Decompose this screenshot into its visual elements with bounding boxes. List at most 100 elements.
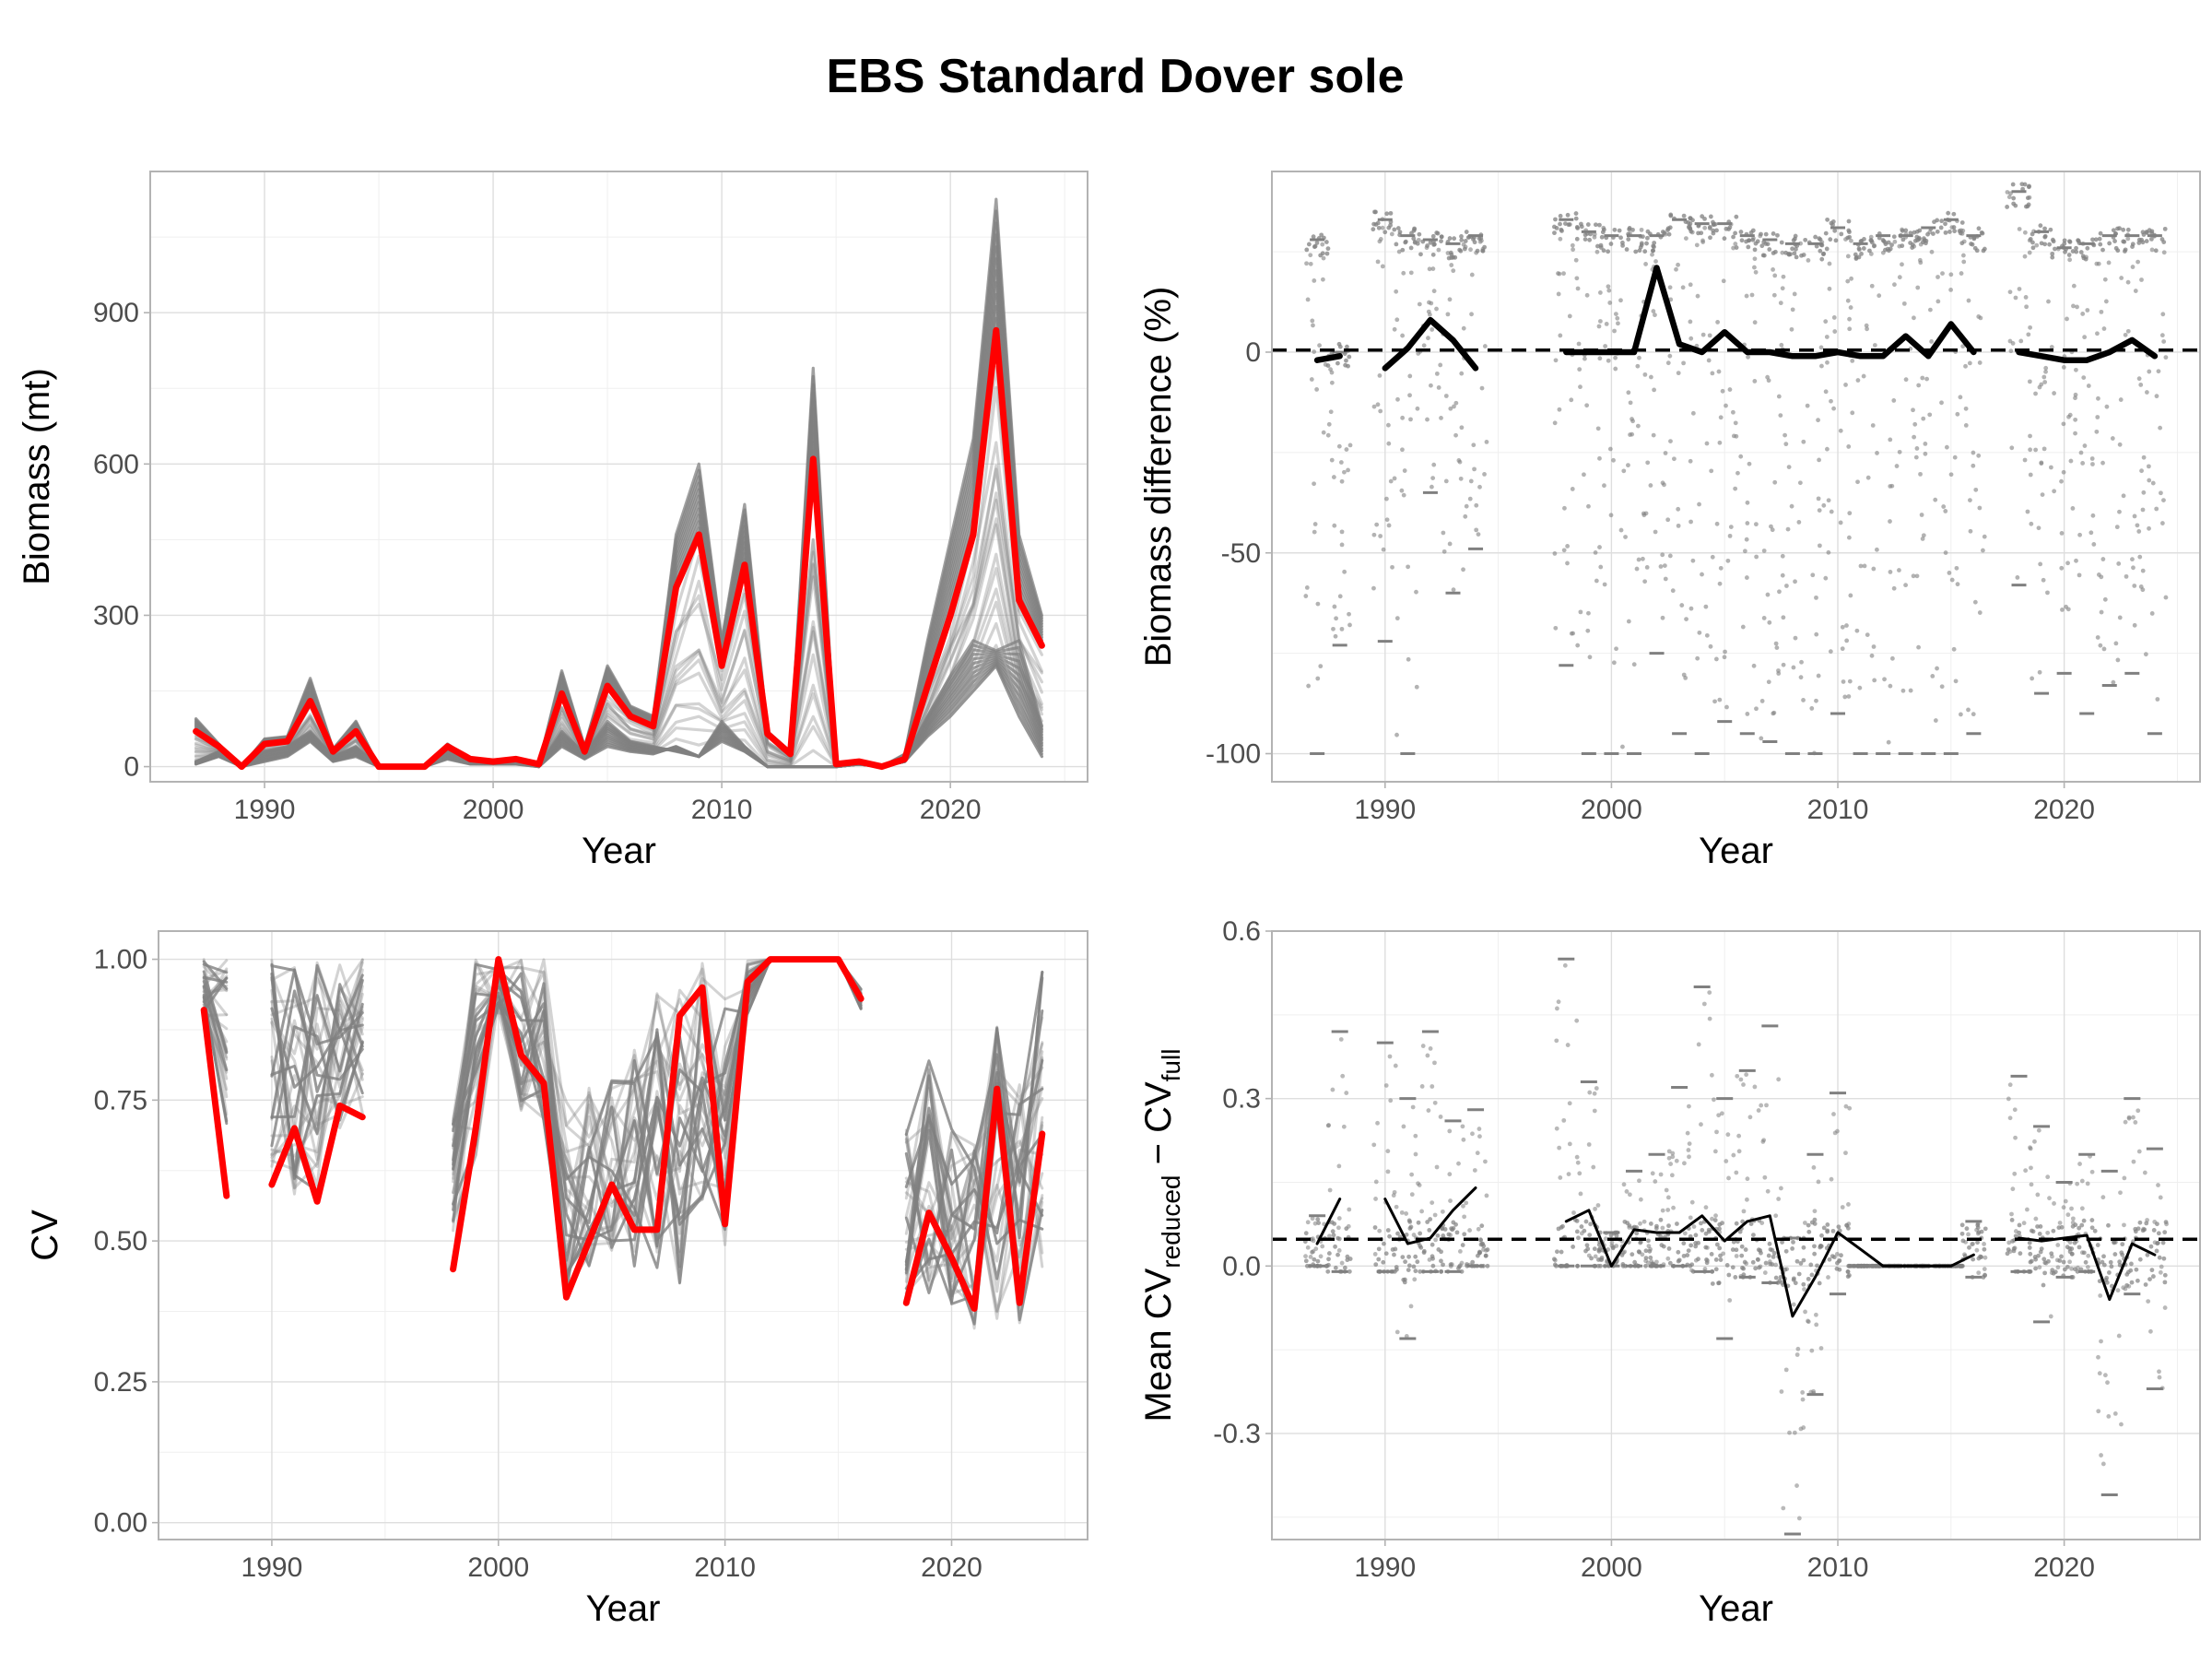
replicate-point xyxy=(1674,1158,1679,1163)
replicate-point xyxy=(1378,237,1383,242)
replicate-point xyxy=(1408,245,1414,251)
replicate-point xyxy=(1575,1160,1581,1165)
replicate-point xyxy=(2060,607,2065,612)
replicate-point xyxy=(2041,446,2047,452)
replicate-point xyxy=(1406,656,1411,662)
replicate-point xyxy=(1314,241,1320,245)
replicate-point xyxy=(1733,1275,1738,1280)
replicate-point xyxy=(1780,572,1785,578)
replicate-point xyxy=(1882,240,1888,245)
replicate-point xyxy=(1460,1124,1465,1129)
replicate-point xyxy=(2070,1223,2076,1229)
replicate-point xyxy=(1594,243,1600,249)
replicate-point xyxy=(1406,1218,1412,1223)
replicate-point xyxy=(1970,1242,1975,1247)
replicate-point xyxy=(2066,253,2072,257)
replicate-point xyxy=(1771,1251,1777,1256)
replicate-point xyxy=(1648,374,1653,380)
mean-line xyxy=(1564,1209,1975,1318)
replicate-line xyxy=(202,975,229,1051)
replicate-point xyxy=(1833,238,1839,243)
replicate-point xyxy=(1441,549,1447,554)
replicate-point xyxy=(1773,1275,1779,1280)
replicate-point xyxy=(1688,458,1693,464)
replicate-point xyxy=(1599,1255,1605,1260)
replicate-point xyxy=(1800,1390,1806,1395)
replicate-point xyxy=(1312,349,1317,354)
replicate-point xyxy=(1435,1233,1441,1238)
replicate-point xyxy=(1315,1217,1321,1222)
replicate-point xyxy=(2147,1277,2152,1282)
replicate-point xyxy=(1850,358,1855,363)
replicate-point xyxy=(2041,577,2046,583)
replicate-point xyxy=(1697,630,1702,635)
replicate-point xyxy=(2102,1373,2108,1378)
replicate-point xyxy=(1653,313,1657,318)
replicate-point xyxy=(1386,225,1392,230)
replicate-point xyxy=(1762,1174,1768,1180)
replicate-point xyxy=(1424,245,1430,251)
replicate-point xyxy=(1462,1214,1467,1220)
replicate-point xyxy=(1618,298,1623,303)
replicate-point xyxy=(1375,259,1381,265)
replicate-point xyxy=(1591,1164,1596,1170)
replicate-point xyxy=(2125,236,2131,242)
replicate-point xyxy=(1699,1221,1703,1226)
replicate-point xyxy=(1463,244,1468,250)
replicate-point xyxy=(1341,1124,1347,1129)
replicate-point xyxy=(1935,229,1940,234)
replicate-point xyxy=(1484,1193,1489,1198)
replicate-point xyxy=(1806,1229,1812,1234)
replicate-point xyxy=(1871,566,1877,572)
replicate-point xyxy=(1627,1192,1632,1198)
replicate-point xyxy=(1312,243,1318,249)
replicate-point xyxy=(1831,315,1837,320)
replicate-point xyxy=(1801,1245,1806,1250)
x-tick-label: 1990 xyxy=(234,795,296,825)
replicate-point xyxy=(1832,228,1838,233)
replicate-point xyxy=(1598,245,1604,250)
replicate-point xyxy=(1474,250,1479,255)
replicate-point xyxy=(1614,646,1618,652)
replicate-point xyxy=(2080,461,2086,466)
replicate-point xyxy=(1745,712,1750,716)
replicate-point xyxy=(1318,253,1324,258)
replicate-point xyxy=(1751,1233,1756,1237)
replicate-point xyxy=(2037,669,2042,675)
replicate-point xyxy=(1419,1084,1425,1089)
replicate-point xyxy=(2102,596,2108,602)
replicate-point xyxy=(1614,1233,1619,1239)
replicate-point xyxy=(1574,1018,1580,1023)
replicate-point xyxy=(1603,344,1608,348)
replicate-point xyxy=(1799,659,1804,665)
replicate-point xyxy=(1794,254,1799,260)
replicate-point xyxy=(1653,259,1658,264)
replicate-point xyxy=(2098,643,2103,648)
replicate-point xyxy=(1427,1257,1432,1262)
replicate-point xyxy=(1814,595,1818,600)
replicate-point xyxy=(1756,1108,1761,1113)
replicate-point xyxy=(1741,1266,1747,1271)
replicate-point xyxy=(1758,233,1763,239)
replicate-point xyxy=(2029,521,2034,526)
replicate-line xyxy=(270,963,364,1051)
replicate-point xyxy=(1947,230,1952,234)
replicate-point xyxy=(2025,509,2030,514)
replicate-point xyxy=(1394,289,1399,294)
replicate-point xyxy=(1578,609,1583,615)
replicate-point xyxy=(1403,1259,1408,1265)
replicate-point xyxy=(2163,595,2169,600)
replicate-point xyxy=(1400,333,1406,338)
replicate-point xyxy=(1819,363,1824,369)
replicate-point xyxy=(1477,1249,1482,1255)
replicate-point xyxy=(1426,1108,1431,1113)
replicate-point xyxy=(1714,1242,1720,1247)
replicate-point xyxy=(1587,237,1593,242)
replicate-point xyxy=(1728,525,1734,529)
replicate-point xyxy=(1447,1172,1453,1177)
replicate-point xyxy=(1783,442,1789,447)
replicate-point xyxy=(1714,521,1720,526)
replicate-point xyxy=(1421,1250,1427,1256)
replicate-point xyxy=(2134,1267,2139,1272)
replicate-point xyxy=(1430,266,1436,271)
